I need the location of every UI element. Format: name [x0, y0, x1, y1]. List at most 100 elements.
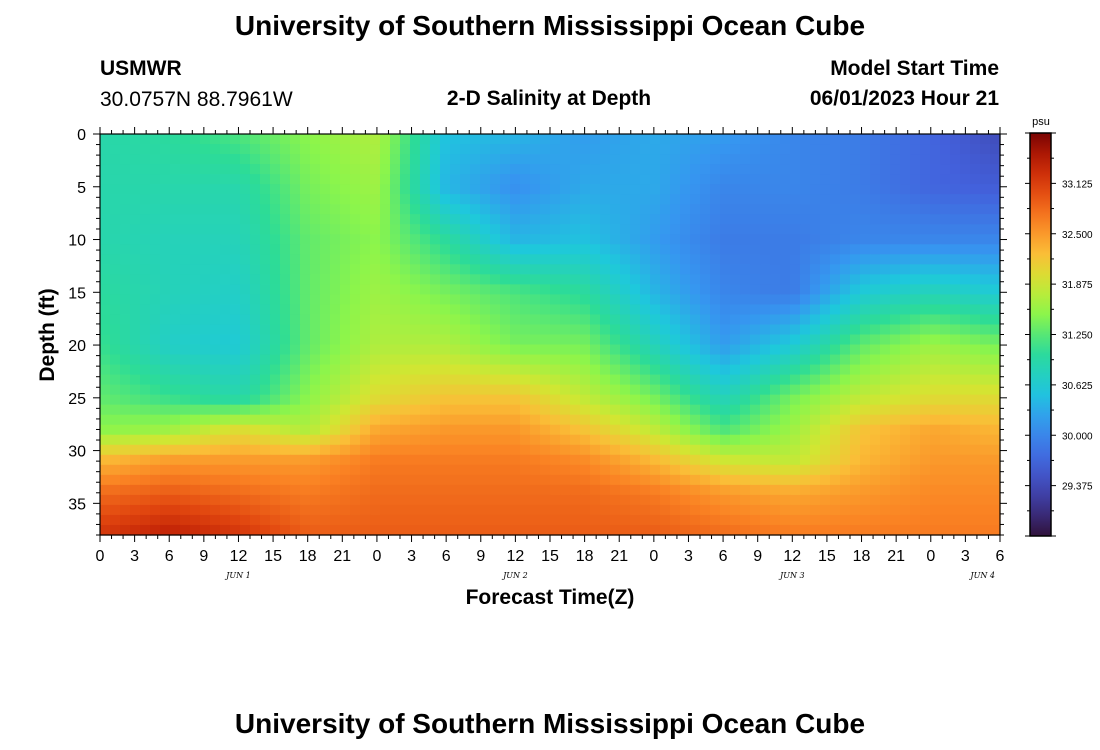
heatmap-cell — [310, 494, 321, 506]
x-tick-label: 3 — [961, 548, 970, 565]
heatmap-cell — [690, 374, 701, 386]
heatmap-cell — [410, 514, 421, 526]
heatmap-cell — [430, 314, 441, 326]
heatmap-cell — [990, 174, 1001, 185]
heatmap-cell — [620, 284, 631, 296]
y-tick-label: 5 — [77, 180, 86, 197]
heatmap-cell — [660, 464, 671, 476]
heatmap-cell — [710, 484, 721, 496]
heatmap-cell — [290, 224, 301, 235]
heatmap-cell — [500, 344, 511, 356]
heatmap-cell — [150, 414, 161, 426]
heatmap-cell — [910, 244, 921, 255]
heatmap-cell — [230, 144, 241, 155]
heatmap-cell — [150, 284, 161, 296]
heatmap-cell — [820, 344, 831, 356]
colorbar — [1029, 132, 1052, 537]
heatmap-cell — [770, 144, 781, 155]
heatmap-cell — [750, 344, 761, 356]
heatmap-cell — [800, 154, 811, 165]
heatmap-cell — [890, 354, 901, 366]
heatmap-cell — [720, 244, 731, 255]
heatmap-cell — [610, 194, 621, 205]
heatmap-cell — [150, 154, 161, 165]
heatmap-cell — [290, 454, 301, 466]
heatmap-cell — [650, 304, 661, 316]
heatmap-cell — [710, 514, 721, 526]
heatmap-cell — [320, 214, 331, 225]
heatmap-cell — [280, 374, 291, 386]
heatmap-cell — [870, 254, 881, 265]
heatmap-cell — [690, 164, 701, 175]
heatmap-cell — [490, 164, 501, 175]
heatmap-cell — [740, 524, 751, 536]
heatmap-cell — [480, 504, 491, 516]
heatmap-cell — [480, 194, 491, 205]
heatmap-cell — [430, 204, 441, 215]
heatmap-cell — [570, 394, 581, 406]
heatmap-cell — [480, 414, 491, 426]
heatmap-cell — [720, 294, 731, 306]
heatmap-cell — [610, 204, 621, 215]
heatmap-cell — [950, 404, 961, 416]
heatmap-cell — [340, 194, 351, 205]
heatmap-cell — [340, 444, 351, 456]
heatmap-cell — [700, 404, 711, 416]
heatmap-cell — [270, 414, 281, 426]
heatmap-cell — [420, 154, 431, 165]
heatmap-cell — [340, 134, 351, 145]
heatmap-cell — [250, 414, 261, 426]
heatmap-cell — [810, 454, 821, 466]
heatmap-cell — [350, 154, 361, 165]
heatmap-cell — [860, 134, 871, 145]
heatmap-cell — [460, 264, 471, 275]
heatmap-cell — [460, 224, 471, 235]
heatmap-cell — [650, 444, 661, 456]
heatmap-cell — [730, 414, 741, 426]
heatmap-cell — [830, 384, 841, 396]
y-tick-label: 35 — [68, 496, 86, 513]
heatmap-cell — [590, 494, 601, 506]
heatmap-cell — [820, 494, 831, 506]
heatmap-cell — [320, 184, 331, 195]
heatmap-cell — [550, 164, 561, 175]
heatmap-cell — [810, 294, 821, 306]
heatmap-cell — [770, 404, 781, 416]
heatmap-cell — [240, 174, 251, 185]
heatmap-cell — [850, 134, 861, 145]
heatmap-cell — [820, 524, 831, 536]
heatmap-cell — [170, 254, 181, 265]
heatmap-cell — [820, 244, 831, 255]
heatmap-cell — [200, 244, 211, 255]
heatmap-cell — [630, 274, 641, 285]
heatmap-cell — [590, 344, 601, 356]
heatmap-cell — [530, 364, 541, 376]
heatmap-cell — [790, 384, 801, 396]
heatmap-cell — [780, 464, 791, 476]
heatmap-cell — [620, 264, 631, 275]
heatmap-cell — [600, 334, 611, 346]
heatmap-cell — [100, 304, 111, 316]
heatmap-cell — [590, 234, 601, 245]
heatmap-cell — [310, 334, 321, 346]
heatmap-cell — [700, 464, 711, 476]
heatmap-cell — [380, 334, 391, 346]
heatmap-cell — [370, 354, 381, 366]
heatmap-cell — [560, 324, 571, 336]
heatmap-cell — [260, 354, 271, 366]
heatmap-cell — [360, 294, 371, 306]
footer-title: University of Southern Mississippi Ocean… — [235, 708, 865, 739]
heatmap-cell — [590, 254, 601, 265]
heatmap-cell — [350, 204, 361, 215]
heatmap-cell — [420, 374, 431, 386]
heatmap-cell — [980, 364, 991, 376]
heatmap-cell — [750, 334, 761, 346]
heatmap-cell — [670, 224, 681, 235]
heatmap-cell — [970, 364, 981, 376]
heatmap-cell — [850, 344, 861, 356]
heatmap-cell — [730, 234, 741, 245]
heatmap-cell — [320, 294, 331, 306]
heatmap-cell — [320, 334, 331, 346]
heatmap-cell — [900, 204, 911, 215]
heatmap-cell — [490, 204, 501, 215]
